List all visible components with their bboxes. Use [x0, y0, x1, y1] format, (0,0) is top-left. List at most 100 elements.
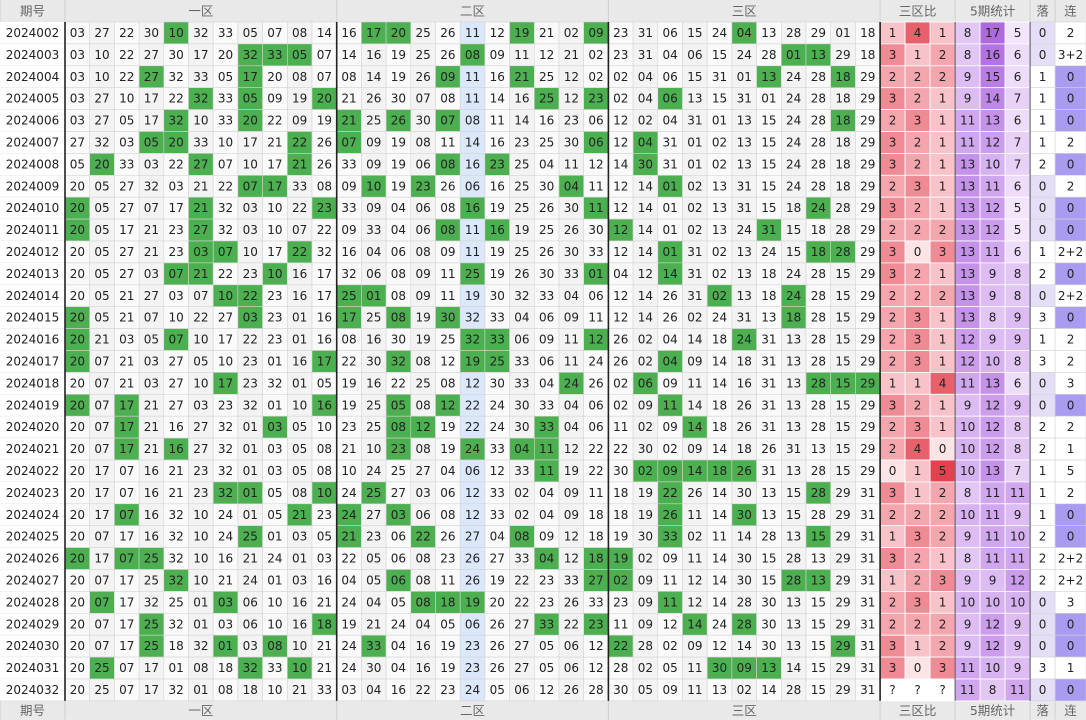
number: 32: [218, 420, 233, 434]
number: 33: [539, 398, 554, 412]
number: 02: [588, 70, 603, 84]
number: 13: [786, 333, 801, 347]
number: 01: [687, 157, 702, 171]
number: 28: [811, 311, 826, 325]
number: 27: [119, 245, 134, 259]
stat: 9: [989, 333, 997, 347]
number: 17: [218, 376, 233, 390]
number: 22: [341, 354, 356, 368]
number: 33: [588, 245, 603, 259]
period: 2024010: [6, 201, 59, 215]
number: 23: [613, 48, 628, 62]
number: 27: [465, 530, 480, 544]
number: 26: [440, 26, 455, 40]
number: 15: [786, 508, 801, 522]
number: 30: [564, 135, 579, 149]
number: 01: [292, 376, 307, 390]
number: 09: [737, 661, 752, 675]
streak: 1: [1067, 442, 1075, 456]
number: 03: [416, 486, 431, 500]
number: 08: [416, 135, 431, 149]
ratio: 4: [939, 376, 947, 390]
number: 14: [712, 354, 727, 368]
number: 18: [737, 354, 752, 368]
number: 33: [514, 354, 529, 368]
stat: 16: [985, 48, 1000, 62]
number: 30: [169, 48, 184, 62]
number: 26: [663, 311, 678, 325]
number: 19: [391, 157, 406, 171]
number: 11: [440, 289, 455, 303]
footer-label: 落: [1036, 703, 1049, 718]
drop: 1: [1039, 508, 1047, 522]
ratio: 2: [889, 311, 897, 325]
number: 30: [416, 114, 431, 128]
number: 33: [564, 267, 579, 281]
number: 31: [860, 617, 875, 631]
number: 30: [144, 26, 159, 40]
number: 01: [663, 223, 678, 237]
number: 22: [588, 442, 603, 456]
number: 26: [761, 442, 776, 456]
number: 06: [465, 464, 480, 478]
number: 05: [638, 683, 653, 697]
number: 22: [514, 573, 529, 587]
number: 18: [712, 333, 727, 347]
number: 12: [465, 508, 480, 522]
number: 27: [588, 573, 603, 587]
number: 12: [588, 333, 603, 347]
number: 31: [860, 639, 875, 653]
number: 16: [391, 683, 406, 697]
number: 08: [292, 26, 307, 40]
ratio: 1: [939, 333, 947, 347]
number: 16: [514, 92, 529, 106]
drop: 1: [1039, 486, 1047, 500]
number: 16: [490, 135, 505, 149]
number: 21: [119, 376, 134, 390]
number: 12: [440, 354, 455, 368]
ratio: 2: [889, 333, 897, 347]
ratio: 1: [939, 26, 947, 40]
number: 12: [539, 48, 554, 62]
number: 02: [687, 530, 702, 544]
number: 14: [712, 552, 727, 566]
number: 07: [169, 333, 184, 347]
drop: 0: [1039, 639, 1047, 653]
number: 23: [613, 595, 628, 609]
period: 2024015: [6, 311, 59, 325]
number: 26: [737, 398, 752, 412]
number: 08: [341, 333, 356, 347]
ratio: 1: [889, 376, 897, 390]
header-label: 连: [1064, 4, 1077, 19]
ratio: 2: [939, 486, 947, 500]
number: 03: [193, 398, 208, 412]
number: 31: [860, 530, 875, 544]
stat: 10: [1010, 530, 1025, 544]
number: 15: [761, 573, 776, 587]
number: 29: [835, 683, 850, 697]
number: 21: [144, 245, 159, 259]
ratio: 3: [889, 201, 897, 215]
number: 05: [366, 573, 381, 587]
number: 23: [243, 354, 258, 368]
ratio: 3: [914, 333, 922, 347]
ratio: 1: [939, 267, 947, 281]
number: 30: [490, 289, 505, 303]
number: 20: [70, 311, 85, 325]
number: 19: [514, 26, 529, 40]
ratio: 2: [889, 595, 897, 609]
number: 05: [267, 508, 282, 522]
number: 18: [317, 617, 332, 631]
number: 03: [292, 530, 307, 544]
ratio: 1: [939, 354, 947, 368]
number: 13: [712, 223, 727, 237]
stat: 7: [1014, 464, 1022, 478]
number: 27: [193, 442, 208, 456]
number: 23: [169, 223, 184, 237]
number: 26: [737, 420, 752, 434]
number: 28: [761, 48, 776, 62]
number: 22: [613, 442, 628, 456]
ratio: 2: [914, 552, 922, 566]
number: 11: [687, 683, 702, 697]
number: 02: [687, 223, 702, 237]
